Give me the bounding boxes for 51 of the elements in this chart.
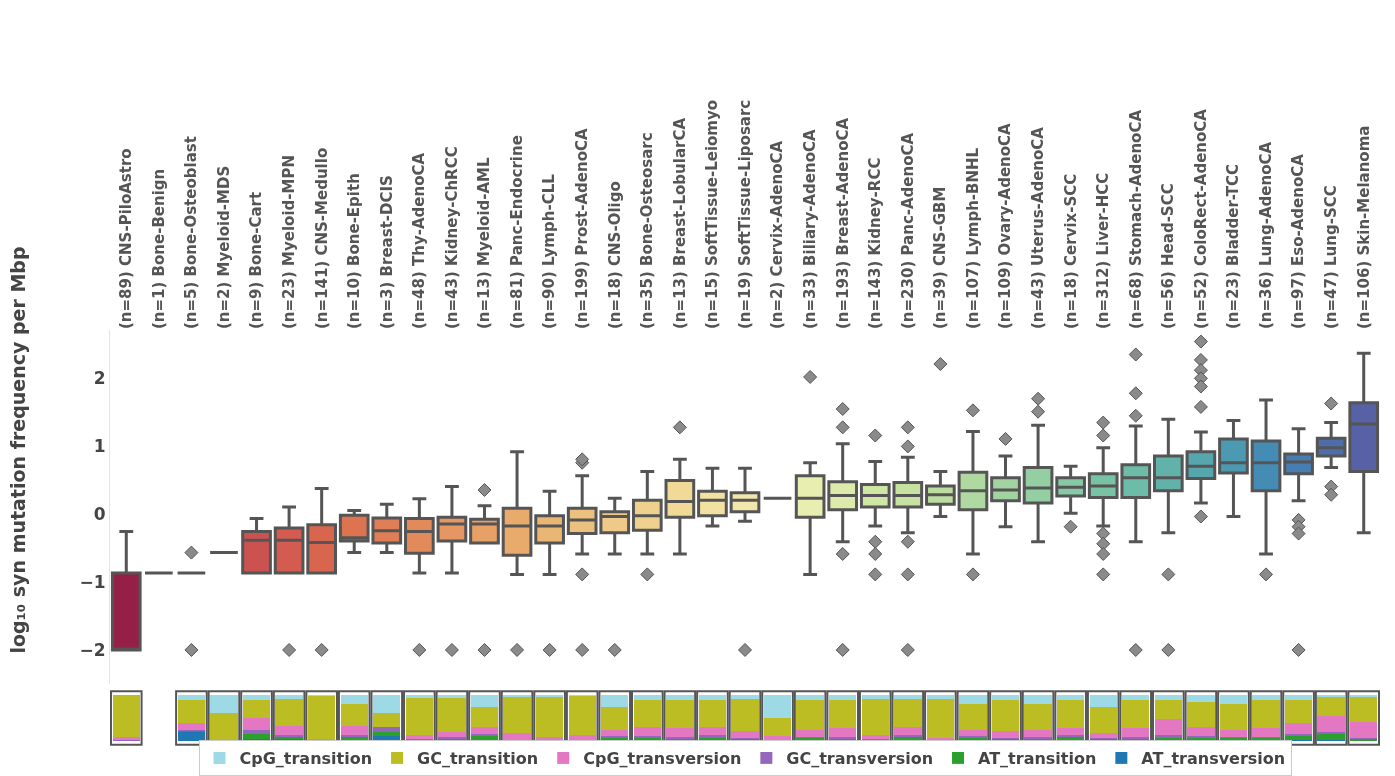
x-tick-label: (n=90) Lymph-CLL <box>540 173 559 329</box>
x-tick-label: (n=18) Cervix-SCC <box>1061 173 1080 329</box>
legend-label: GC_transition <box>417 749 539 769</box>
x-tick-label: (n=2) Myeloid-MDS <box>214 165 233 329</box>
y-tick-label: −2 <box>79 639 106 660</box>
x-tick-label: (n=68) Stomach-AdenoCA <box>1126 109 1145 329</box>
x-tick-label: (n=107) Lymph-BNHL <box>963 147 982 329</box>
x-tick-label: (n=19) SoftTissue-Liposarc <box>735 99 754 329</box>
x-tick-label: (n=43) Uterus-AdenoCA <box>1028 126 1047 329</box>
x-tick-label: (n=109) Ovary-AdenoCA <box>996 122 1015 329</box>
x-tick-label: (n=33) Biliary-AdenoCA <box>801 129 820 329</box>
y-axis-title: log₁₀ syn mutation frequency per Mbp <box>6 246 29 654</box>
y-tick-label: 0 <box>93 503 106 524</box>
x-tick-label: (n=81) Panc-Endocrine <box>507 135 526 329</box>
legend-label: GC_transversion <box>786 749 934 769</box>
x-tick-label: (n=47) Lung-SCC <box>1322 185 1341 329</box>
x-tick-label: (n=56) Head-SCC <box>1159 183 1178 329</box>
x-tick-label: (n=15) SoftTissue-Leiomyo <box>703 99 722 329</box>
y-tick-label: 1 <box>93 435 106 456</box>
x-tick-label: (n=23) Bladder-TCC <box>1224 163 1243 329</box>
x-tick-label: (n=141) CNS-Medullo <box>312 147 331 329</box>
x-tick-label: (n=36) Lung-AdenoCA <box>1256 141 1275 329</box>
x-tick-label: (n=143) Kidney-RCC <box>866 157 885 329</box>
x-tick-label: (n=18) CNS-Oligo <box>605 181 624 329</box>
x-tick-label: (n=312) Liver-HCC <box>1094 172 1113 329</box>
x-tick-label: (n=52) ColoRect-AdenoCA <box>1191 108 1210 329</box>
x-tick-label: (n=10) Bone-Epith <box>345 173 364 329</box>
x-tick-label: (n=23) Myeloid-MPN <box>279 155 298 329</box>
legend-label: CpG_transversion <box>583 749 742 769</box>
x-tick-label: (n=193) Breast-AdenoCA <box>833 117 852 329</box>
x-tick-label: (n=89) CNS-PiloAstro <box>117 148 136 329</box>
x-tick-label: (n=230) Panc-AdenoCA <box>898 132 917 329</box>
x-tick-label: (n=5) Bone-Osteoblast <box>182 136 201 329</box>
x-tick-label: (n=199) Prost-AdenoCA <box>573 127 592 329</box>
x-tick-label: (n=97) Eso-AdenoCA <box>1289 153 1308 329</box>
y-tick-label: −1 <box>79 571 106 592</box>
legend-label: AT_transition <box>978 749 1097 769</box>
x-tick-label: (n=3) Breast-DCIS <box>377 175 396 329</box>
x-tick-label: (n=106) Skin-Melanoma <box>1354 125 1373 329</box>
x-tick-label: (n=13) Breast-LobularCA <box>670 117 689 329</box>
x-tick-label: (n=43) Kidney-ChRCC <box>442 146 461 329</box>
x-tick-label: (n=39) CNS-GBM <box>931 186 950 329</box>
x-tick-label: (n=9) Bone-Cart <box>247 191 266 329</box>
legend-label: AT_transversion <box>1141 749 1286 769</box>
x-tick-label: (n=48) Thy-AdenoCA <box>410 152 429 329</box>
legend-label: CpG_transition <box>239 749 373 769</box>
y-tick-label: 2 <box>93 367 106 388</box>
x-tick-label: (n=35) Bone-Osteosarc <box>638 132 657 329</box>
x-tick-label: (n=2) Cervix-AdenoCA <box>768 140 787 329</box>
x-tick-label: (n=13) Myeloid-AML <box>475 156 494 329</box>
x-tick-label: (n=1) Bone-Benign <box>149 168 168 329</box>
